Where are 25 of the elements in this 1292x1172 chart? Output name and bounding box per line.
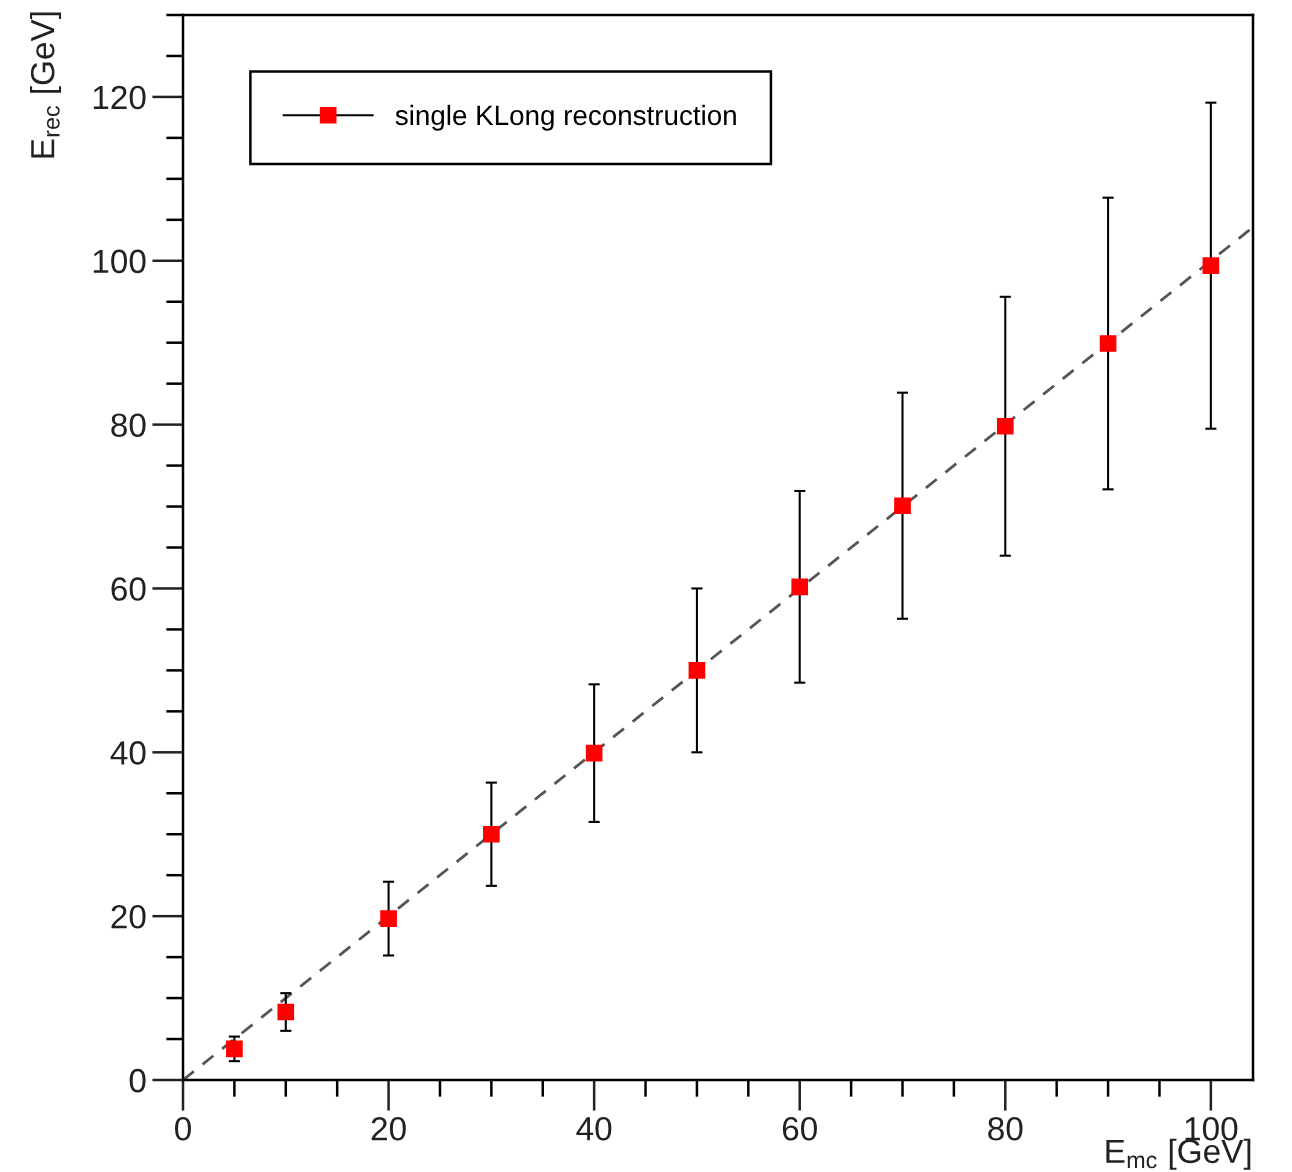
point (1202, 257, 1220, 275)
point (483, 825, 500, 843)
y-tick-label: 0 (129, 1068, 146, 1093)
point (380, 910, 397, 927)
point (791, 578, 809, 596)
point (688, 662, 706, 679)
x-tick-label: 0 (175, 1116, 191, 1141)
y-tick-label: 120 (93, 85, 146, 110)
point (226, 1040, 243, 1058)
x-tick-label: 60 (782, 1116, 817, 1141)
point (277, 1003, 295, 1021)
y-axis-title: E$_{rec}$ [GeV] (30, 12, 62, 158)
y-tick-label: 80 (111, 413, 146, 438)
point (585, 744, 603, 762)
x-tick-label: 80 (988, 1116, 1023, 1141)
y-tick-label: 40 (110, 741, 146, 765)
point (996, 417, 1014, 435)
point (894, 497, 911, 515)
x-tick-label: 20 (371, 1116, 406, 1141)
legend-label: single KLong reconstruction (395, 104, 736, 131)
y-tick-label: 20 (111, 904, 146, 929)
y-tick-label: 60 (111, 577, 146, 601)
y-tick-label: 100 (93, 249, 146, 274)
point (1099, 335, 1117, 352)
x-tick-label: 40 (576, 1116, 612, 1141)
